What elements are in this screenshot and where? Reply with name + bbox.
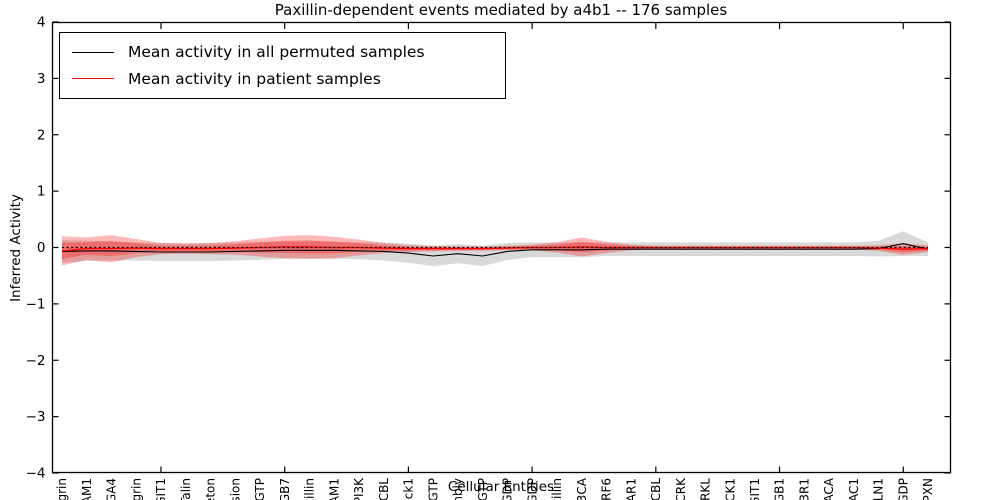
x-category-label: VCAM1 — [327, 478, 341, 500]
x-category-label: ARF6/GDP — [501, 478, 515, 500]
x-axis-label: Cellular Entities — [447, 479, 555, 495]
x-category-label: CBL — [649, 478, 663, 500]
x-category-label: ARF6/GTP — [253, 478, 267, 500]
x-category-label: PIK3R1 — [798, 478, 812, 500]
x-category-label: p130Cas/Crk/Dock1 — [402, 478, 416, 500]
x-category-label: Rac1/GDP — [525, 478, 539, 500]
x-category-label: alpha4/beta1 Integrin/Paxillin/GIT1 — [154, 478, 168, 500]
x-category-label: PXN — [921, 478, 935, 500]
legend: Mean activity in all permuted samples Me… — [59, 32, 506, 99]
x-category-label: mol:GDP — [897, 478, 911, 500]
y-tick-label: 1 — [37, 184, 46, 200]
x-category-label: CRKL/CBL — [377, 478, 391, 500]
legend-item-permuted: Mean activity in all permuted samples — [72, 39, 495, 65]
x-category-label: alpha4/beta1 Integrin/Paxillin/Talin/Act… — [204, 478, 218, 500]
x-category-label: PI3K — [352, 477, 366, 500]
y-tick-label: 4 — [37, 15, 46, 31]
patient-line-swatch-icon — [72, 78, 114, 80]
x-category-label: alpha4/beta1 Integrin/Paxillin — [550, 478, 564, 500]
y-tick-label: −1 — [26, 296, 46, 312]
x-category-label: alpha4/beta1 Integrin/Paxillin/Talin — [179, 478, 193, 500]
legend-item-patient: Mean activity in patient samples — [72, 66, 495, 92]
x-category-label: mol:GTP — [426, 478, 440, 500]
y-tick-label: 3 — [37, 71, 46, 87]
x-category-label: GIT1 — [748, 478, 762, 500]
x-category-label: Rac1/GTP — [476, 478, 490, 500]
permuted-mean-line — [61, 243, 929, 257]
y-tick-label: −3 — [26, 409, 46, 425]
patient-confidence-band-inner — [62, 240, 928, 259]
x-category-label: ARF6 — [600, 478, 614, 500]
chart-title: Paxillin-dependent events mediated by a4… — [274, 1, 728, 19]
x-category-label: DOCK1 — [723, 478, 737, 500]
x-category-label: ITGB7 — [278, 478, 292, 500]
x-category-label: alpha4/beta7 Integrin/Paxillin — [303, 478, 317, 500]
x-category-label: TLN1 — [872, 478, 886, 500]
y-tick-label: −4 — [26, 466, 46, 482]
y-tick-label: 2 — [37, 127, 46, 143]
y-tick-label: 0 — [37, 240, 46, 256]
y-axis-label: Inferred Activity — [8, 194, 24, 302]
x-category-label: alpha4/beta1 Integrin/Paxillin/VCAM1 — [80, 478, 94, 500]
y-tick-label: −2 — [26, 353, 46, 369]
x-category-label: ITGB1 — [773, 478, 787, 500]
x-category-label: RAC1 — [847, 478, 861, 500]
patient-mean-line — [61, 246, 929, 252]
x-category-label: PIK3CA — [575, 477, 589, 500]
x-category-label: cell adhesion — [228, 478, 242, 500]
patient-confidence-band-outer — [62, 235, 928, 266]
x-category-label: CRK — [674, 477, 688, 500]
x-category-label: alpha4/beta7 Integrin — [55, 478, 69, 500]
x-category-label: BCAR1 — [624, 478, 638, 500]
permuted-line-swatch-icon — [72, 51, 114, 53]
legend-label-permuted: Mean activity in all permuted samples — [128, 43, 425, 62]
x-category-label: lamellipodium assembly — [451, 478, 465, 500]
x-category-label: ITGA4 — [105, 478, 119, 500]
x-category-label: CRKL — [699, 478, 713, 500]
x-category-label: alpha4/beta1 Integrin — [129, 478, 143, 500]
legend-label-patient: Mean activity in patient samples — [128, 69, 381, 88]
x-category-label: PRKACA — [822, 477, 836, 500]
